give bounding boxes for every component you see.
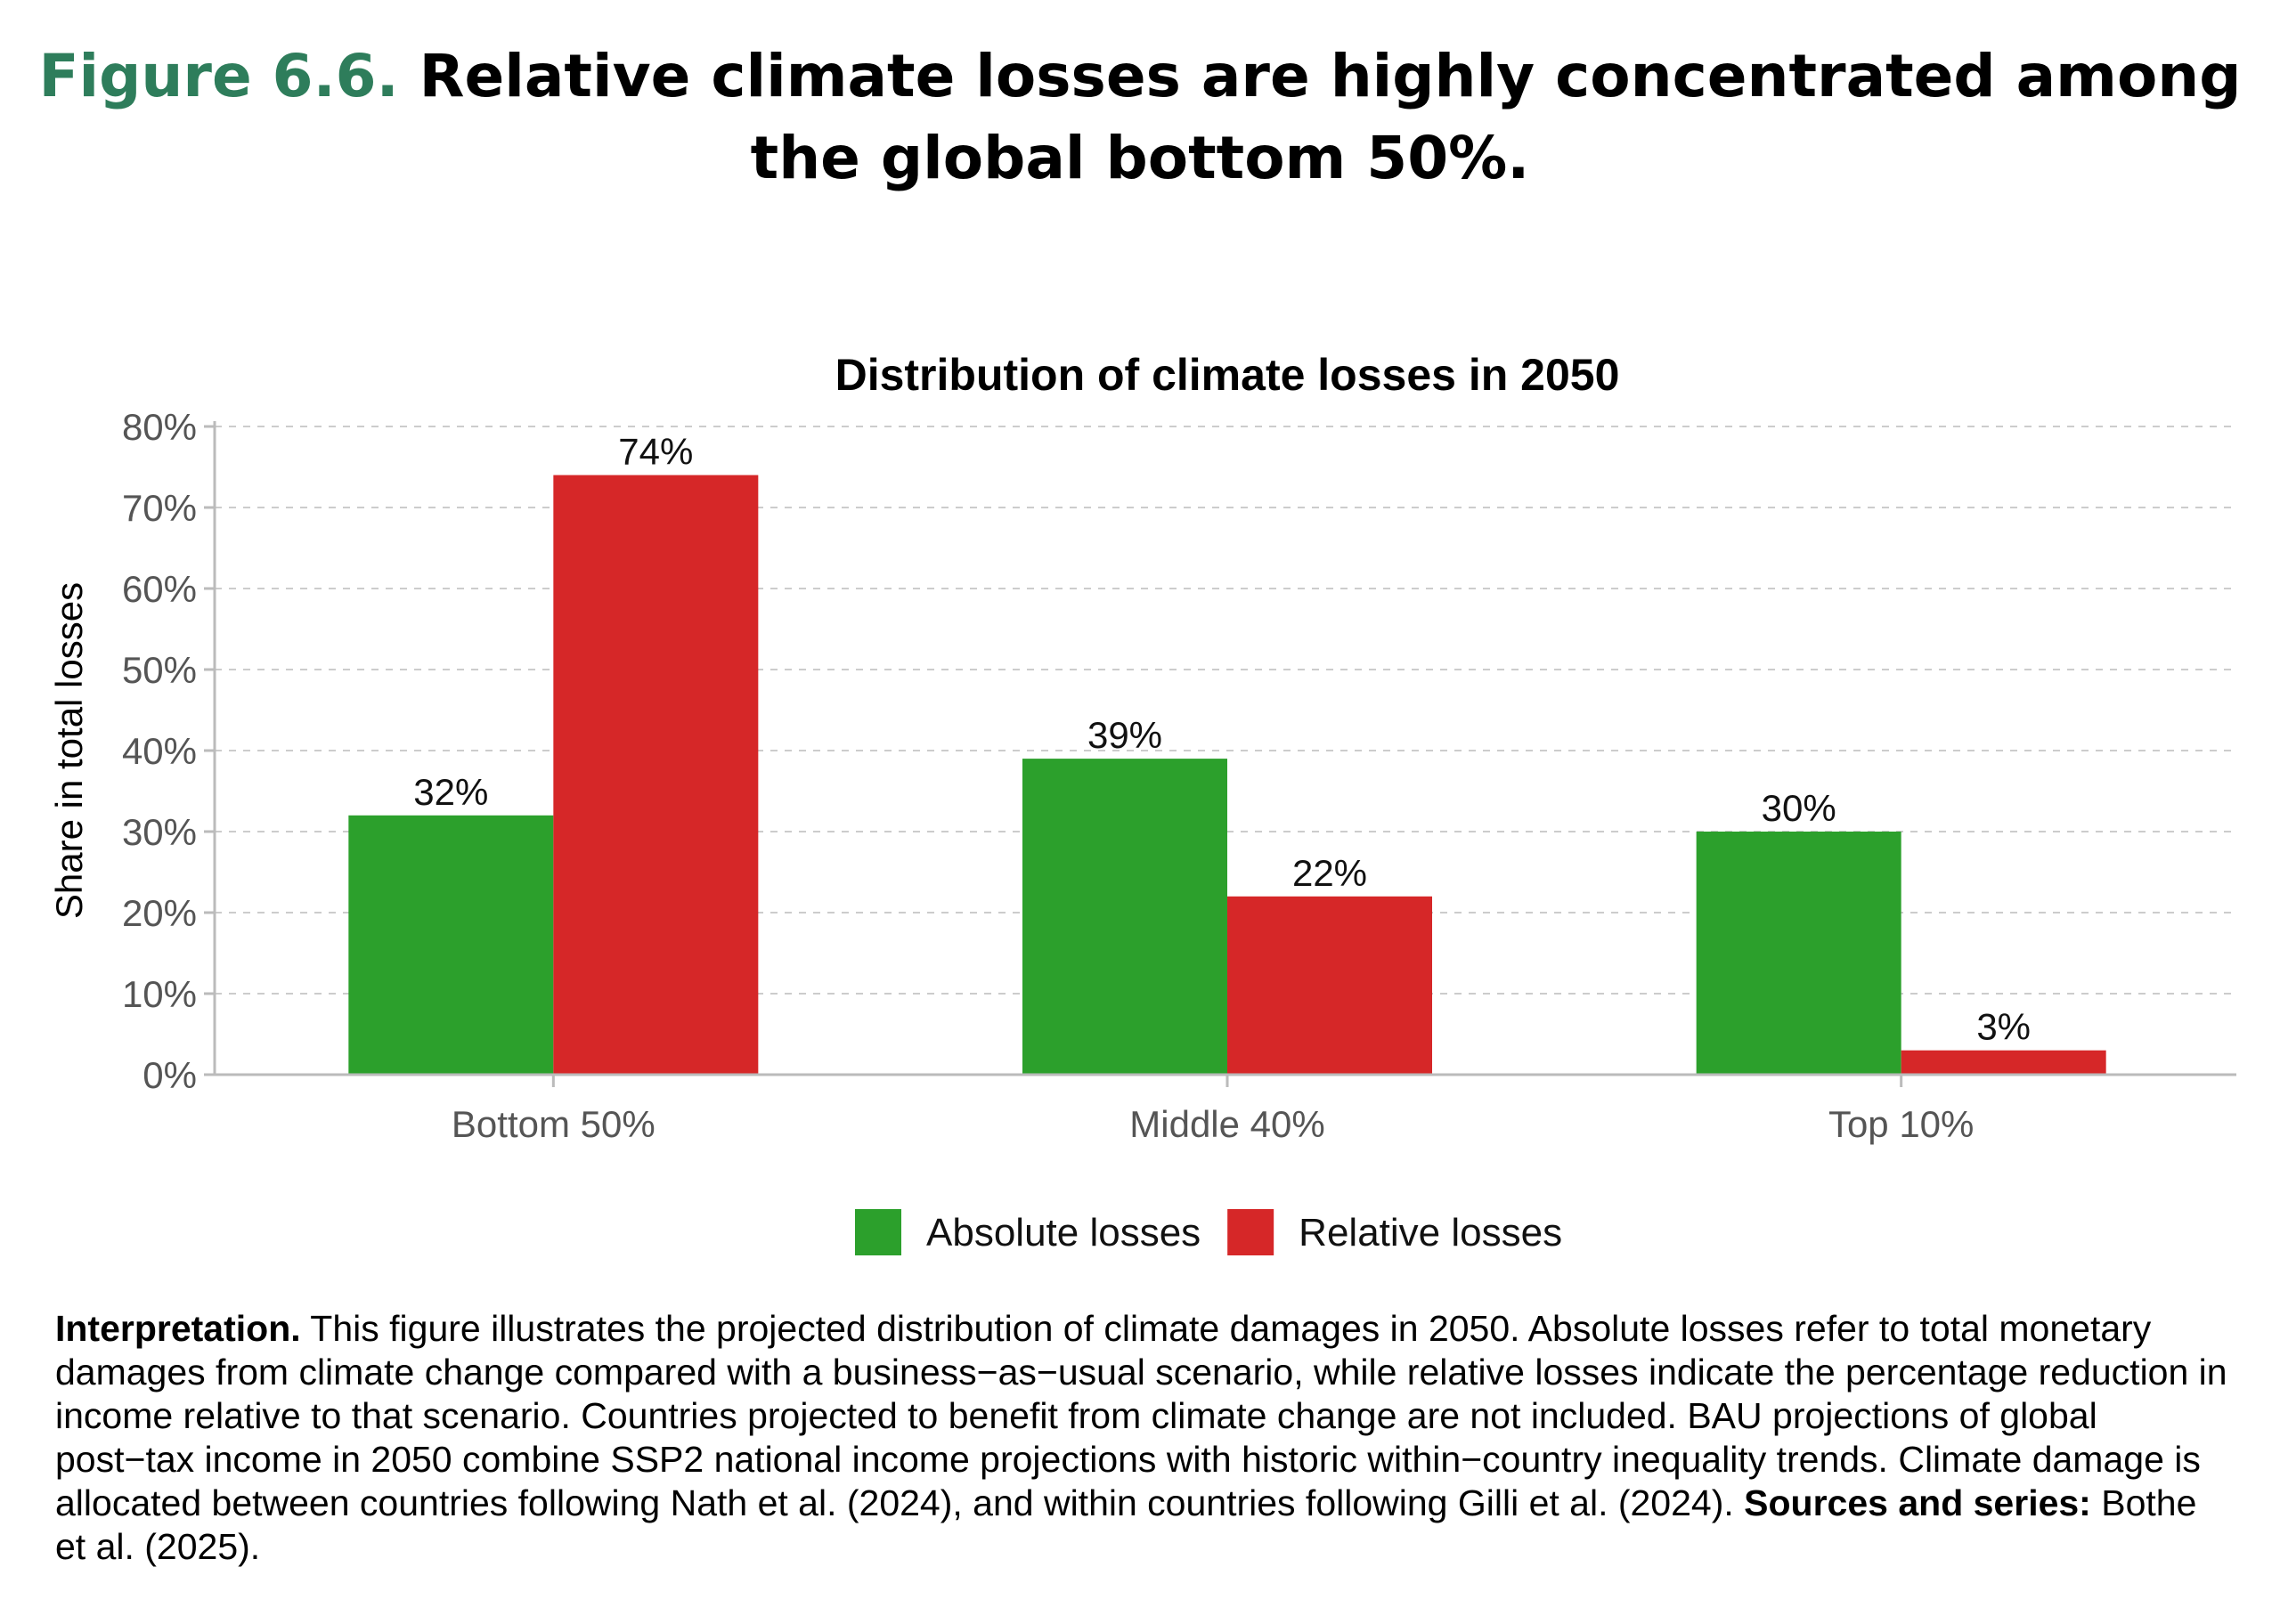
data-label: 3% <box>1976 1006 2031 1048</box>
x-tick-label: Middle 40% <box>1129 1103 1324 1145</box>
y-axis-label: Share in total losses <box>48 582 90 919</box>
y-tick-label: 10% <box>122 973 197 1015</box>
y-tick-label: 60% <box>122 568 197 610</box>
data-label: 30% <box>1762 787 1836 829</box>
legend-label: Relative losses <box>1299 1211 1562 1255</box>
x-tick-label: Bottom 50% <box>452 1103 656 1145</box>
y-tick-label: 40% <box>122 730 197 772</box>
y-tick-label: 20% <box>122 892 197 934</box>
bar-absolute-losses <box>348 815 554 1075</box>
data-label: 32% <box>413 771 488 813</box>
sources-text: Bothe et al. (2025). <box>55 1482 2197 1567</box>
bar-absolute-losses <box>1696 832 1901 1075</box>
x-tick-label: Top 10% <box>1828 1103 1974 1145</box>
legend-swatch <box>855 1209 901 1255</box>
y-tick-label: 50% <box>122 649 197 691</box>
figure-caption: Interpretation. This figure illustrates … <box>55 1307 2228 1569</box>
bar-relative-losses <box>1901 1050 2106 1075</box>
data-label: 74% <box>618 431 693 473</box>
interpretation-label: Interpretation. <box>55 1308 301 1349</box>
bar-absolute-losses <box>1022 759 1227 1075</box>
chart-title: Distribution of climate losses in 2050 <box>835 350 1620 400</box>
data-label: 22% <box>1292 852 1367 894</box>
data-label: 39% <box>1087 714 1162 756</box>
bar-chart: Distribution of climate losses in 2050 S… <box>48 350 2236 1255</box>
interpretation-text: This figure illustrates the projected di… <box>55 1308 2227 1523</box>
y-tick-label: 80% <box>122 406 197 448</box>
figure-heading: Relative climate losses are highly conce… <box>419 42 2242 192</box>
legend-label: Absolute losses <box>926 1211 1201 1255</box>
sources-label: Sources and series: <box>1744 1482 2091 1523</box>
y-tick-label: 30% <box>122 811 197 853</box>
figure-title: Figure 6.6. Relative climate losses are … <box>0 36 2280 199</box>
bar-relative-losses <box>1227 896 1432 1075</box>
y-tick-label: 0% <box>142 1054 197 1096</box>
y-tick-label: 70% <box>122 487 197 529</box>
legend-swatch <box>1227 1209 1274 1255</box>
bar-relative-losses <box>553 475 759 1075</box>
figure-number: Figure 6.6. <box>38 42 399 110</box>
